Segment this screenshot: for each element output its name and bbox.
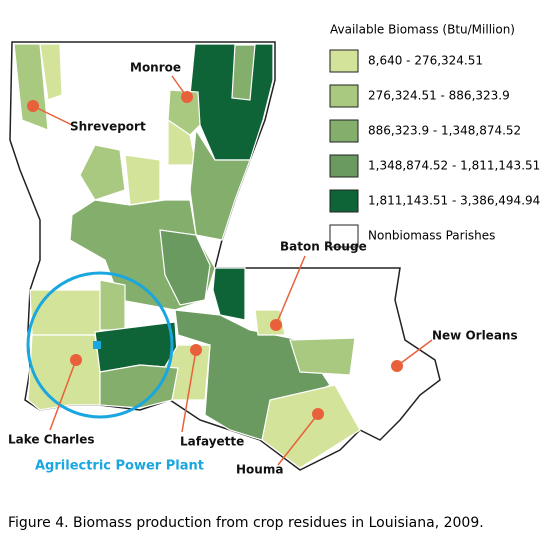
city-dot: [312, 408, 324, 420]
parish: [27, 334, 101, 411]
leader-line: [277, 413, 319, 466]
legend-title: Available Biomass (Btu/Million): [330, 23, 515, 37]
legend-swatch: [329, 84, 359, 108]
city-label: Houma: [236, 463, 283, 477]
plant-marker: [93, 341, 101, 349]
parish: [289, 337, 356, 376]
legend-swatch: [329, 119, 359, 143]
leader-line: [181, 349, 197, 433]
legend-label: Nonbiomass Parishes: [368, 229, 495, 243]
caption: Figure 4. Biomass production from crop r…: [8, 515, 484, 531]
city-dot: [70, 354, 82, 366]
legend-label: 276,324.51 - 886,323.9: [368, 89, 510, 103]
leader-line: [275, 255, 306, 326]
city-label: Baton Rouge: [280, 240, 367, 254]
legend-swatch: [329, 49, 359, 73]
plant-label: Agrilectric Power Plant: [35, 459, 204, 474]
city-label: Lake Charles: [8, 433, 94, 447]
legend-swatch: [329, 224, 359, 248]
city-dot: [181, 91, 193, 103]
leader-line: [49, 359, 77, 431]
legend-swatch: [329, 189, 359, 213]
parish: [79, 144, 126, 201]
parish: [99, 279, 126, 331]
legend-label: 8,640 - 276,324.51: [368, 54, 483, 68]
leader-line: [32, 105, 73, 126]
parish: [39, 43, 63, 101]
parish: [159, 229, 211, 306]
parish: [167, 89, 201, 136]
city-dot: [27, 100, 39, 112]
city-dot: [391, 360, 403, 372]
legend-label: 1,348,874.52 - 1,811,143.51: [368, 159, 540, 173]
parish: [99, 364, 179, 409]
parishes: [13, 43, 361, 469]
parish: [124, 154, 161, 206]
city-label: New Orleans: [432, 329, 518, 343]
city-label: Lafayette: [180, 435, 244, 449]
city-dot: [190, 344, 202, 356]
parish: [189, 128, 251, 241]
city-label: Shreveport: [70, 120, 146, 134]
parish: [261, 384, 361, 469]
parish: [212, 267, 246, 321]
legend-swatch: [329, 154, 359, 178]
plant-radius: [26, 271, 174, 419]
city-dot: [270, 319, 282, 331]
leader-line: [396, 339, 433, 367]
legend-label: 886,323.9 - 1,348,874.52: [368, 124, 521, 138]
city-label: Monroe: [130, 61, 181, 75]
legend-label: 1,811,143.51 - 3,386,494.94: [368, 194, 540, 208]
parish: [231, 44, 256, 101]
